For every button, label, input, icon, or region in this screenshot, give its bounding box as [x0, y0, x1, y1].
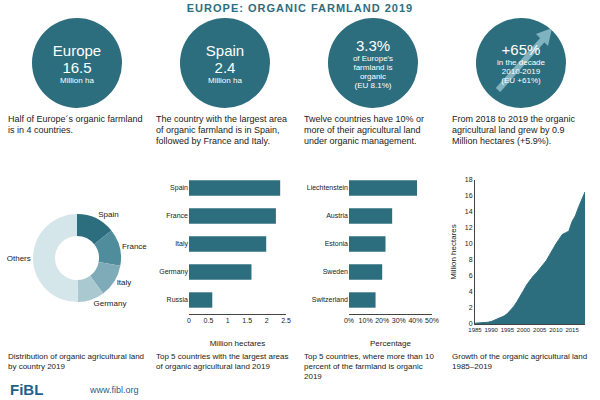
svg-text:Italy: Italy	[117, 278, 132, 287]
svg-text:8: 8	[469, 256, 473, 263]
html-text:www.fibl.org: www.fibl.org	[90, 385, 139, 395]
svg-text:Million hectares: Million hectares	[449, 224, 458, 280]
svg-text:6: 6	[469, 272, 473, 279]
svg-text:Spain: Spain	[98, 210, 118, 219]
svg-text:4: 4	[469, 288, 473, 295]
html-text:(EU +61%): (EU +61%)	[501, 76, 541, 85]
svg-text:2015: 2015	[565, 327, 579, 333]
svg-text:Italy: Italy	[175, 240, 188, 248]
svg-text:Percentage: Percentage	[370, 339, 411, 348]
svg-text:Austria: Austria	[326, 212, 348, 219]
html-text:2.4: 2.4	[214, 58, 236, 76]
svg-text:2.5: 2.5	[281, 317, 291, 324]
html-text:organic: organic	[359, 71, 387, 81]
svg-text:12: 12	[465, 224, 473, 231]
html-text:farmland is: farmland is	[353, 62, 393, 72]
svg-text:Russia: Russia	[167, 296, 189, 303]
svg-text:0.5: 0.5	[204, 317, 214, 324]
svg-text:Spain: Spain	[170, 184, 188, 192]
html-text:FiBL: FiBL	[10, 381, 44, 398]
html-text:Twelve countries have 10% or m: Twelve countries have 10% or more of the…	[304, 114, 425, 146]
html-text:Half of Europe´s organic farml: Half of Europe´s organic farmland is in …	[8, 114, 143, 135]
html-text:The country with the largest a: The country with the largest area of org…	[156, 114, 288, 146]
svg-text:Liechtenstein: Liechtenstein	[307, 184, 348, 191]
html-text:16.5: 16.5	[62, 58, 92, 76]
html-text:Europe: Europe	[52, 41, 102, 59]
svg-text:1990: 1990	[485, 327, 499, 333]
html-text:3.3%: 3.3%	[355, 36, 391, 54]
svg-text:2: 2	[469, 304, 473, 311]
svg-text:40%: 40%	[408, 317, 422, 324]
svg-text:10%: 10%	[359, 317, 373, 324]
html-text:2010-2019: 2010-2019	[501, 67, 541, 76]
svg-text:30%: 30%	[392, 317, 406, 324]
svg-text:Others: Others	[7, 254, 31, 263]
svg-text:20%: 20%	[375, 317, 389, 324]
svg-text:1995: 1995	[501, 327, 515, 333]
svg-text:50%: 50%	[425, 317, 439, 324]
svg-text:2: 2	[265, 317, 269, 324]
html-text:+65%: +65%	[501, 41, 541, 58]
svg-text:Germany: Germany	[159, 268, 188, 276]
svg-text:16: 16	[465, 192, 473, 199]
svg-text:Sweden: Sweden	[323, 268, 348, 275]
svg-text:1.5: 1.5	[242, 317, 252, 324]
svg-text:Germany: Germany	[93, 299, 126, 308]
html-text:EUROPE: ORGANIC FARMLAND 2019: EUROPE: ORGANIC FARMLAND 2019	[186, 2, 414, 14]
svg-text:2010: 2010	[549, 327, 563, 333]
svg-text:14: 14	[465, 208, 473, 215]
html-text:(EU 8.1%): (EU 8.1%)	[354, 80, 392, 90]
svg-text:Million hectares: Million hectares	[210, 339, 266, 348]
html-text:Growth of the organic agricult: Growth of the organic agricultural land …	[452, 352, 588, 371]
svg-text:France: France	[122, 242, 147, 251]
svg-text:18: 18	[465, 176, 473, 183]
html-text:in the decade: in the decade	[497, 58, 545, 67]
svg-text:0: 0	[187, 317, 191, 324]
html-text:of Europe's: of Europe's	[352, 53, 394, 63]
svg-text:Switzerland: Switzerland	[312, 296, 348, 303]
html-text:Distribution of organic agricu: Distribution of organic agricultural lan…	[8, 352, 145, 371]
svg-text:France: France	[166, 212, 188, 219]
html-text:From 2018 to 2019 the organic: From 2018 to 2019 the organic agricultur…	[452, 114, 576, 146]
svg-text:1: 1	[226, 317, 230, 324]
svg-text:0%: 0%	[344, 317, 354, 324]
svg-text:2005: 2005	[533, 327, 547, 333]
svg-text:2000: 2000	[517, 327, 531, 333]
html-text:Top 5 countries, where more th: Top 5 countries, where more than 10 perc…	[304, 352, 434, 381]
svg-text:Estonia: Estonia	[325, 240, 348, 247]
html-text:Million ha: Million ha	[208, 75, 242, 85]
html-text:Million ha: Million ha	[60, 75, 94, 85]
svg-text:1985: 1985	[468, 327, 482, 333]
html-text:Top 5 countries with the large: Top 5 countries with the largest areas o…	[156, 352, 289, 371]
html-text:Spain: Spain	[205, 41, 245, 59]
svg-text:10: 10	[465, 240, 473, 247]
svg-text:0: 0	[469, 320, 473, 327]
